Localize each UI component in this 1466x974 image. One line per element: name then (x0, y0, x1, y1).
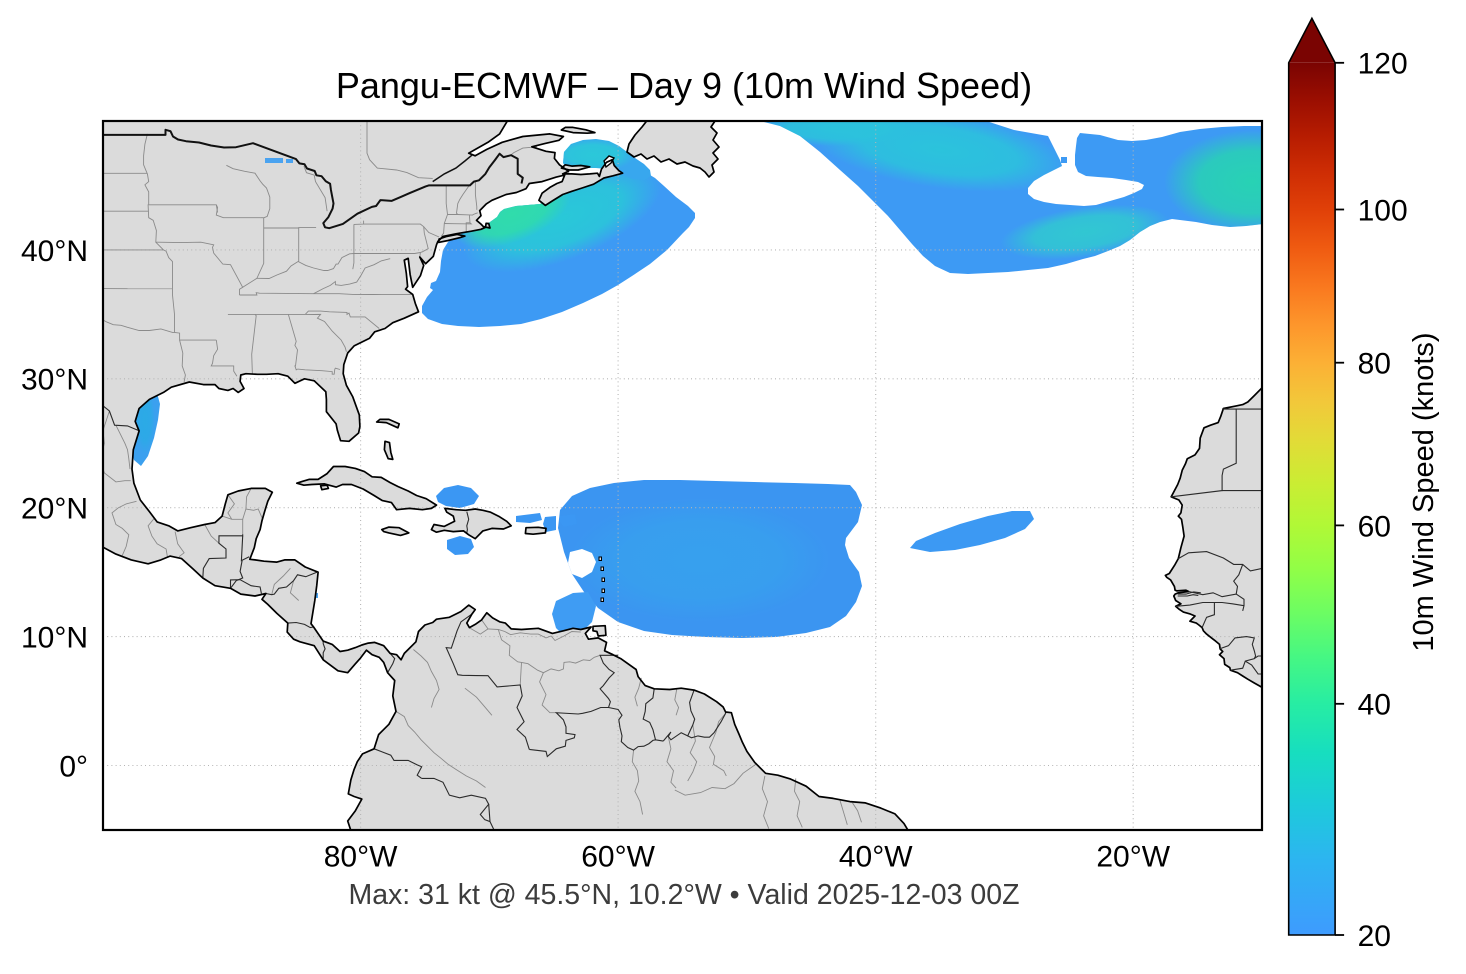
svg-text:80°W: 80°W (324, 841, 398, 874)
svg-text:10°N: 10°N (21, 622, 88, 655)
svg-text:Max: 31 kt @ 45.5°N, 10.2°W •: Max: 31 kt @ 45.5°N, 10.2°W • Valid 2025… (348, 879, 1019, 911)
svg-text:20: 20 (1358, 920, 1391, 953)
svg-text:0°: 0° (59, 750, 88, 783)
svg-text:40: 40 (1358, 689, 1391, 722)
svg-text:80: 80 (1358, 348, 1391, 381)
svg-text:20°N: 20°N (21, 493, 88, 526)
svg-text:40°W: 40°W (839, 841, 913, 874)
svg-text:60°W: 60°W (581, 841, 655, 874)
svg-text:100: 100 (1358, 194, 1408, 227)
svg-text:40°N: 40°N (21, 235, 88, 268)
svg-text:30°N: 30°N (21, 364, 88, 397)
svg-text:10m Wind Speed (knots): 10m Wind Speed (knots) (1408, 332, 1440, 651)
svg-text:Pangu-ECMWF – Day 9 (10m Wind: Pangu-ECMWF – Day 9 (10m Wind Speed) (336, 65, 1032, 106)
svg-text:20°W: 20°W (1096, 841, 1170, 874)
svg-text:120: 120 (1358, 48, 1408, 81)
svg-text:60: 60 (1358, 510, 1391, 543)
